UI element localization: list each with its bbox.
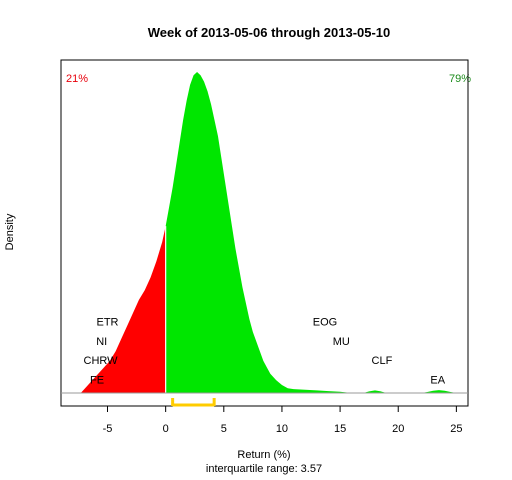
annotation-layer: ETR NI CHRW FE EOG MU CLF EA [84, 317, 446, 387]
x-tick-label: -5 [103, 423, 113, 435]
iqr-subtitle: interquartile range: 3.57 [206, 463, 322, 475]
x-axis-label: Return (%) [237, 449, 290, 461]
ticker-label: MU [333, 336, 350, 348]
chart-title: Week of 2013-05-06 through 2013-05-10 [148, 25, 391, 40]
negative-density-area [80, 226, 166, 393]
iqr-marker [171, 398, 216, 407]
x-tick-label: 0 [163, 423, 169, 435]
ticker-label: CLF [372, 355, 393, 367]
x-tick-label: 10 [276, 423, 288, 435]
x-tick-label: 5 [221, 423, 227, 435]
ticker-label: NI [96, 336, 107, 348]
y-axis-label: Density [4, 213, 16, 250]
percent-positive-label: 79% [449, 73, 471, 85]
ticker-label: EOG [313, 317, 337, 329]
ticker-label: FE [90, 374, 104, 386]
density-layer [80, 72, 457, 393]
x-axis: -5 0 5 10 15 20 25 [103, 406, 462, 435]
x-tick-label: 25 [450, 423, 462, 435]
x-tick-label: 20 [392, 423, 404, 435]
ticker-label: EA [430, 374, 445, 386]
x-tick-label: 15 [334, 423, 346, 435]
ticker-label: CHRW [84, 355, 119, 367]
positive-density-area [165, 72, 457, 393]
percent-negative-label: 21% [66, 73, 88, 85]
ticker-label: ETR [97, 317, 119, 329]
plot-frame [60, 59, 469, 407]
